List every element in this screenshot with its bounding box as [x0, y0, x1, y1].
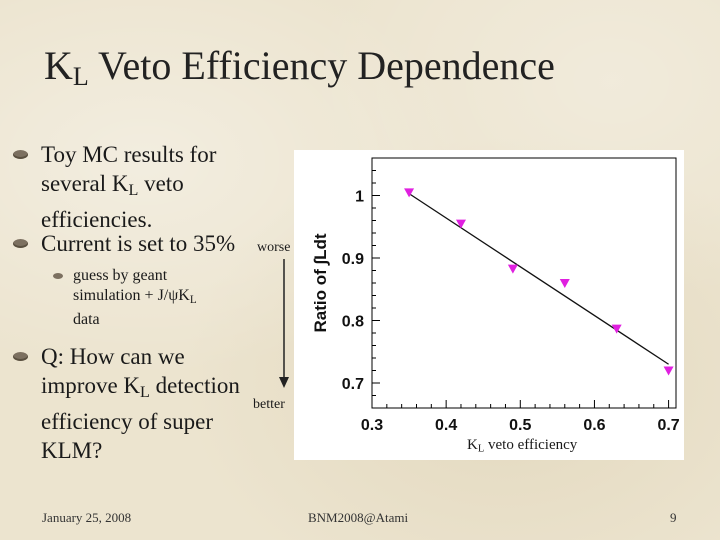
data-point [559, 279, 570, 288]
sub-bullet-geant: guess by geant simulation + J/ψKL data [53, 266, 197, 330]
x-tick-label: 0.6 [583, 417, 605, 434]
footer-center: BNM2008@Atami [308, 510, 409, 525]
x-tick-label: 0.4 [435, 417, 457, 434]
y-tick-label: 1 [355, 189, 364, 206]
bullet-toy-mc: Toy MC results for several KL veto effic… [13, 140, 216, 234]
data-point [611, 324, 622, 334]
y-tick-label: 0.8 [342, 314, 364, 331]
slide-title: KL Veto Efficiency Dependence [44, 43, 555, 91]
y-tick-label: 0.7 [342, 376, 364, 393]
annotation-better: better [253, 397, 285, 412]
x-tick-label: 0.7 [657, 417, 679, 434]
bullet-current: Current is set to 35% [13, 229, 235, 258]
x-tick-label: 0.5 [509, 417, 531, 434]
chart-svg: 0.3 0.4 0.5 0.6 0.7 0.7 0.8 0.9 1 Ratio of ∫Ldt [294, 150, 684, 460]
data-point [507, 264, 518, 274]
annotation-worse: worse [257, 240, 291, 255]
x-tick-label: 0.3 [361, 417, 383, 434]
axis-ticks [371, 157, 670, 409]
y-tick-label: 0.9 [342, 251, 364, 268]
bullet-question: Q: How can we improve KL detection effic… [13, 342, 240, 465]
efficiency-chart: 0.3 0.4 0.5 0.6 0.7 0.7 0.8 0.9 1 Ratio of ∫Ldt [294, 150, 684, 460]
data-point [404, 188, 415, 198]
bullet-icon [13, 150, 28, 159]
bullet-icon [13, 352, 28, 361]
bullet-icon [13, 239, 28, 248]
data-point [663, 366, 674, 376]
tick-labels: 0.3 0.4 0.5 0.6 0.7 0.7 0.8 0.9 1 [342, 189, 680, 435]
x-axis-label: KL veto efficiency [467, 437, 578, 455]
y-label-text: Ratio of ∫Ldt [311, 233, 330, 332]
better-arrow [279, 259, 289, 388]
y-axis-label: Ratio of ∫Ldt [311, 233, 330, 332]
fit-line [408, 193, 669, 365]
page-number: 9 [670, 510, 677, 525]
chart-background [294, 150, 684, 460]
sub-bullet-icon [53, 273, 63, 279]
footer-date: January 25, 2008 [42, 510, 132, 525]
data-markers [404, 188, 674, 376]
data-point [455, 219, 466, 229]
